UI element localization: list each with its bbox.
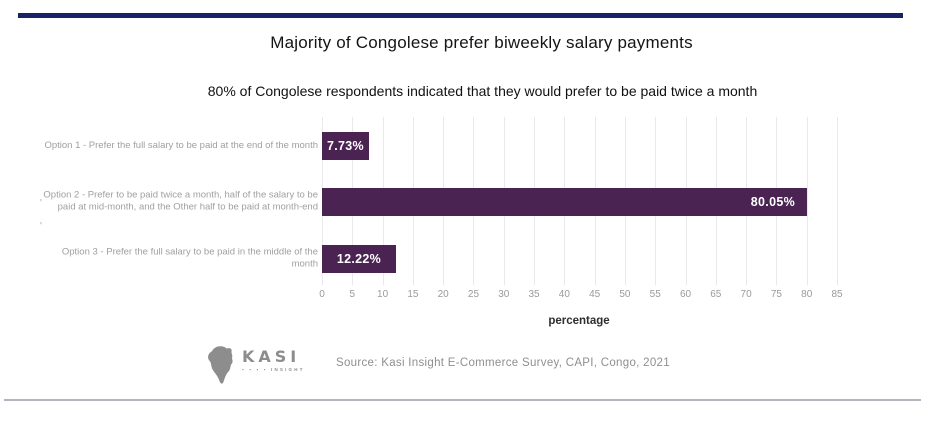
bar xyxy=(322,188,807,216)
x-tick-label: 50 xyxy=(619,289,631,300)
category-label: Option 1 - Prefer the full salary to be … xyxy=(44,139,318,151)
x-tick-label: 30 xyxy=(498,289,510,300)
x-tick-label: 75 xyxy=(770,289,782,300)
chart-title: Majority of Congolese prefer biweekly sa… xyxy=(270,33,693,52)
category-label: Option 3 - Prefer the full salary to be … xyxy=(61,246,318,270)
logo-dots: ▪ ▪ ▪ ▪ xyxy=(242,367,268,372)
x-tick-label: 35 xyxy=(528,289,540,300)
bar-value-label: 7.73% xyxy=(326,139,364,153)
africa-map-icon xyxy=(208,346,233,384)
x-tick-label: 70 xyxy=(740,289,752,300)
top-divider-rule xyxy=(18,13,903,18)
x-tick-label: 85 xyxy=(831,289,843,300)
x-tick-label: 80 xyxy=(801,289,813,300)
x-tick-label: 60 xyxy=(679,289,692,300)
bar xyxy=(322,132,369,160)
bar xyxy=(322,245,397,273)
logo-brand: KASI xyxy=(242,347,301,366)
x-tick-label: 10 xyxy=(377,289,389,300)
logo-subtitle: ▪ ▪ ▪ ▪ INSIGHT xyxy=(242,367,314,372)
gridline xyxy=(806,117,808,285)
chart-subtitle: 80% of Congolese respondents indicated t… xyxy=(207,83,758,99)
x-tick-label: 40 xyxy=(558,289,570,300)
source-caption: Source: Kasi Insight E-Commerce Survey, … xyxy=(336,357,670,369)
x-tick-label: 5 xyxy=(349,289,356,300)
bar-value-label: 12.22% xyxy=(336,252,382,266)
bottom-divider-rule xyxy=(4,399,921,401)
kasi-insight-logo: KASI ▪ ▪ ▪ ▪ INSIGHT xyxy=(204,343,314,389)
logo-text: KASI ▪ ▪ ▪ ▪ INSIGHT xyxy=(242,347,314,373)
x-tick-label: 55 xyxy=(649,289,661,300)
x-tick-label: 15 xyxy=(407,289,419,300)
stray-mark: ' xyxy=(40,198,42,209)
x-tick-label: 65 xyxy=(710,289,722,300)
bar-value-label: 80.05% xyxy=(750,195,795,209)
gridline xyxy=(837,117,838,285)
category-label: Option 2 - Prefer to be paid twice a mon… xyxy=(43,189,318,213)
x-tick-label: 45 xyxy=(589,289,601,300)
logo-sub-label: INSIGHT xyxy=(271,367,305,372)
x-tick-label: 20 xyxy=(437,289,449,300)
x-tick-label: 25 xyxy=(467,289,480,300)
x-axis-label: percentage xyxy=(548,315,610,327)
x-tick-label: 0 xyxy=(319,289,325,300)
stray-mark: ' xyxy=(40,221,42,232)
